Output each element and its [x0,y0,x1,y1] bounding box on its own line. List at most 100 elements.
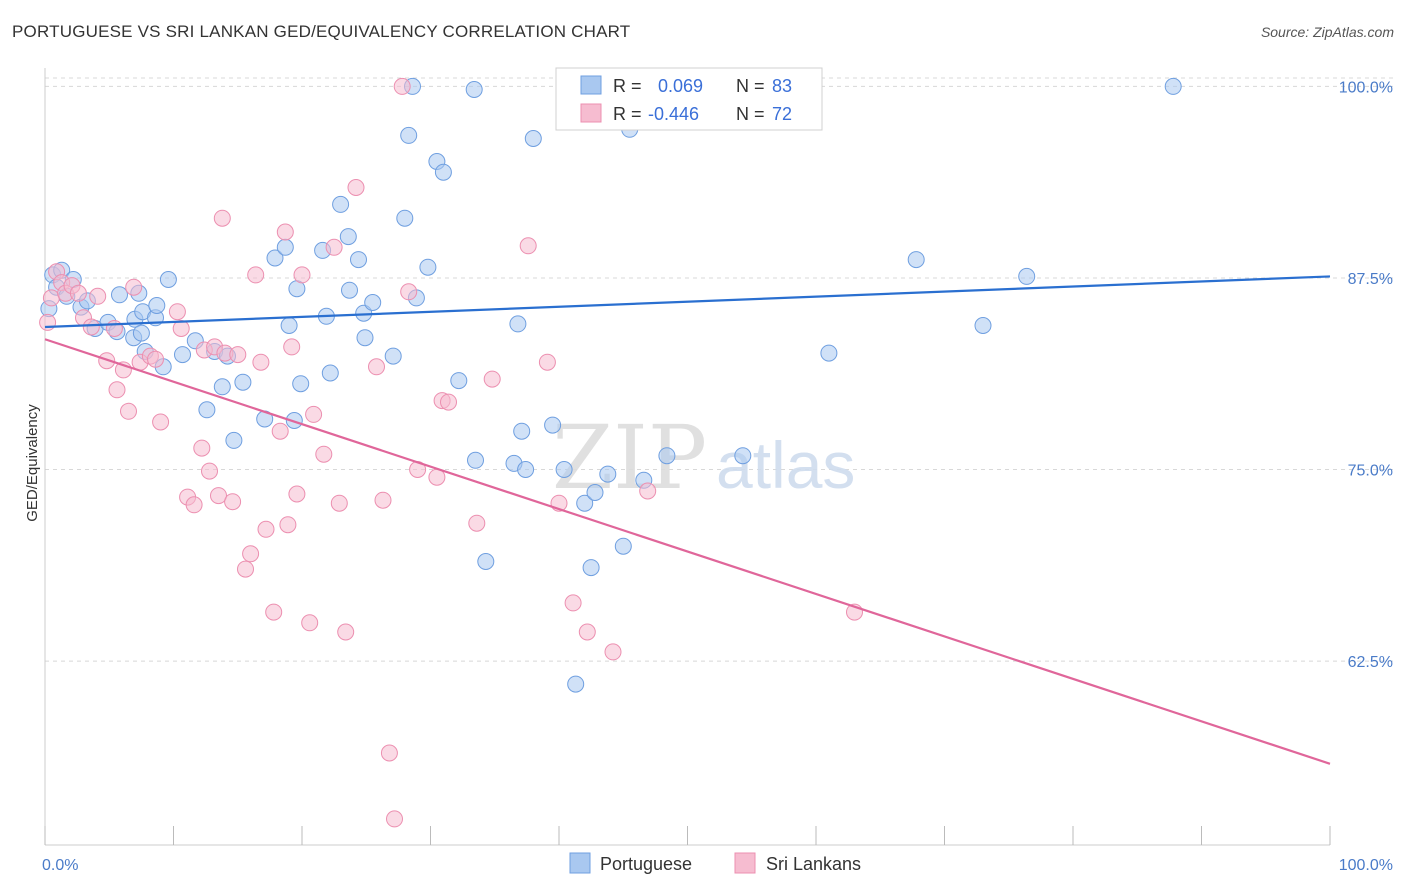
srilankan-point-54 [380,744,398,762]
srilankan-point-65 [538,353,556,371]
portuguese-point-43 [341,281,358,299]
stats-box: R = 0.069 N = 83 R = -0.446 N = 72 [555,67,823,131]
srilankan-point-70 [639,482,657,500]
portuguese-point-75 [658,447,676,465]
portuguese-point-65 [555,461,573,478]
srilankan-point-31 [224,493,242,511]
portuguese-point-71 [599,465,617,483]
portuguese-point-55 [450,372,468,390]
srilankan-point-0 [39,313,57,331]
portuguese-point-24 [198,401,216,419]
portuguese-point-39 [321,364,339,382]
chart-source: Source: ZipAtlas.com [1260,24,1394,40]
x-tick-label-0: 0.0% [42,857,78,874]
portuguese-point-19 [148,297,166,314]
srilankan-point-14 [120,402,137,420]
srilankan-point-68 [578,623,596,641]
srilankan-point-21 [172,320,190,337]
y-tick-label-1: 75.0% [1348,463,1393,480]
stats-swatch-srilankan [580,103,602,123]
srilankan-point-11 [105,320,123,337]
srilankan-point-42 [283,338,301,356]
stats-n-value-srilankan: 72 [772,104,792,124]
portuguese-point-79 [907,251,925,269]
srilankan-point-52 [368,358,385,376]
portuguese-point-49 [400,126,418,144]
portuguese-point-80 [974,317,992,334]
portuguese-point-77 [734,447,752,465]
stats-r-label-portuguese: R = [613,76,642,96]
stats-swatch-portuguese [580,75,602,95]
portuguese-point-69 [582,559,600,577]
srilankan-point-69 [604,643,622,661]
portuguese-point-28 [225,431,243,449]
portuguese-point-11 [111,286,128,304]
watermark: ZIP atlas [552,406,855,509]
portuguese-point-70 [586,484,604,501]
srilankan-point-37 [257,520,275,538]
srilankan-point-19 [152,413,170,431]
srilankan-point-43 [288,485,306,503]
axes [44,68,1331,846]
srilankan-point-41 [279,516,297,534]
watermark-zip: ZIP [552,406,707,509]
srilankan-point-53 [374,491,392,509]
srilankan-point-45 [301,614,319,632]
trend-lines [44,275,1331,765]
srilankan-point-38 [265,603,283,621]
srilankan-point-34 [242,545,260,563]
srilankan-point-35 [247,266,265,284]
srilankan-point-36 [252,353,270,371]
srilankan-point-15 [125,278,143,296]
portuguese-point-58 [477,553,495,570]
scatter-points [39,77,1182,828]
srilankan-point-18 [147,350,164,368]
portuguese-point-67 [567,675,585,693]
srilankan-point-9 [89,287,107,305]
portuguese-point-26 [213,378,231,396]
portuguese-trend-line [44,275,1331,329]
portuguese-point-82 [1164,77,1182,95]
srilankan-point-1 [42,289,60,307]
stats-r-value-srilankan: -0.446 [648,104,699,124]
legend-swatch-portuguese [569,852,591,874]
srilankan-trend-line [44,338,1331,765]
portuguese-point-63 [524,130,542,147]
srilankan-point-67 [564,594,582,612]
portuguese-point-36 [292,375,310,393]
srilankan-point-23 [185,496,203,514]
srilankan-point-40 [276,223,294,241]
legend-swatch-srilankan [734,852,756,874]
stats-n-label-srilankan: N = [736,104,765,124]
portuguese-point-68 [576,494,594,512]
portuguese-point-47 [384,347,402,365]
portuguese-point-29 [234,373,252,391]
y-axis-label: GED/Equivalency [24,404,41,522]
portuguese-point-54 [434,163,452,181]
srilankan-point-55 [386,810,403,828]
srilankan-point-8 [82,318,100,336]
stats-r-label-srilankan: R = [613,104,642,124]
portuguese-point-52 [419,258,437,276]
srilankan-point-44 [293,266,311,284]
srilankan-point-26 [201,462,218,480]
srilankan-point-33 [237,560,254,578]
stats-n-value-portuguese: 83 [772,76,792,96]
portuguese-point-46 [364,294,382,311]
watermark-atlas: atlas [716,428,855,502]
srilankan-point-48 [325,238,343,256]
portuguese-point-72 [614,537,632,555]
portuguese-point-45 [356,329,374,347]
srilankan-point-47 [315,445,333,463]
srilankan-point-20 [168,303,186,321]
legend-label-portuguese: Portuguese [600,854,692,874]
stats-r-value-portuguese: 0.069 [658,76,703,96]
portuguese-point-61 [513,422,531,440]
portuguese-point-33 [280,317,298,334]
portuguese-point-42 [350,251,367,269]
portuguese-point-64 [544,416,562,434]
srilankan-point-39 [271,422,289,440]
y-tick-label-3: 100.0% [1339,79,1393,96]
srilankan-point-29 [213,209,231,227]
